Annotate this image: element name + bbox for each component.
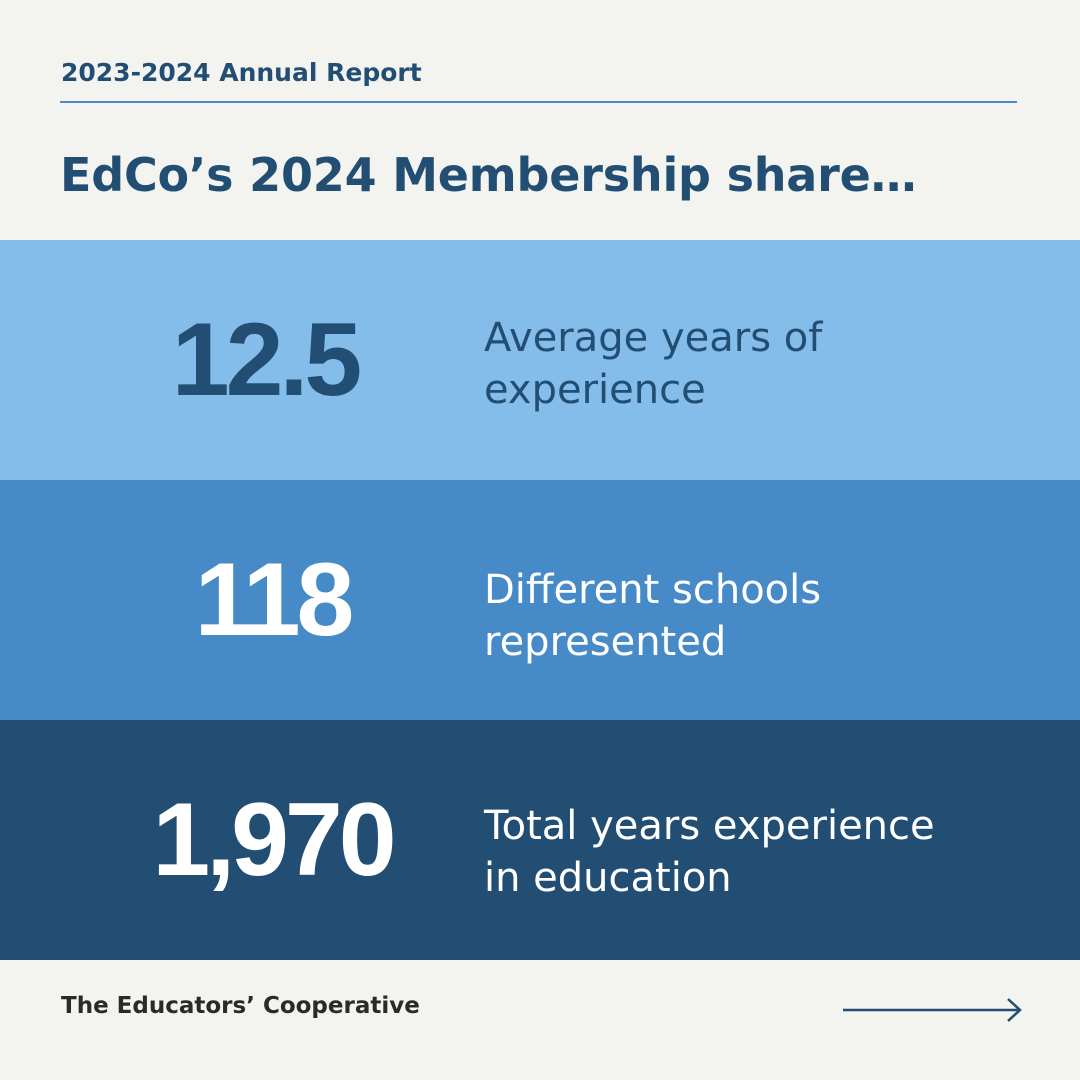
stat-description: Average years of experience [484,240,822,484]
header-divider [60,101,1017,103]
arrow-right-icon[interactable] [843,997,1023,1023]
report-label: 2023-2024 Annual Report [61,58,422,87]
stat-description-line: Total years experience [484,803,935,849]
stat-description-line: Average years of [484,315,823,361]
stat-value: 118 [194,541,355,658]
page-title: EdCo’s 2024 Membership share… [60,148,917,202]
stat-description-line: represented [484,619,727,665]
stat-value: 1,970 [152,781,396,898]
stat-band-total-experience: 1,970 Total years experience in educatio… [0,720,1080,960]
stat-band-schools: 118 Different schools represented [0,480,1080,720]
stat-description-line: Different schools [484,567,822,613]
stat-description-line: in education [484,855,732,901]
stat-description-line: experience [484,367,706,413]
stat-value: 12.5 [171,301,362,418]
stat-band-experience: 12.5 Average years of experience [0,240,1080,480]
stat-description: Total years experience in education [484,720,935,972]
organization-name: The Educators’ Cooperative [61,993,420,1019]
stat-description: Different schools represented [484,480,821,736]
